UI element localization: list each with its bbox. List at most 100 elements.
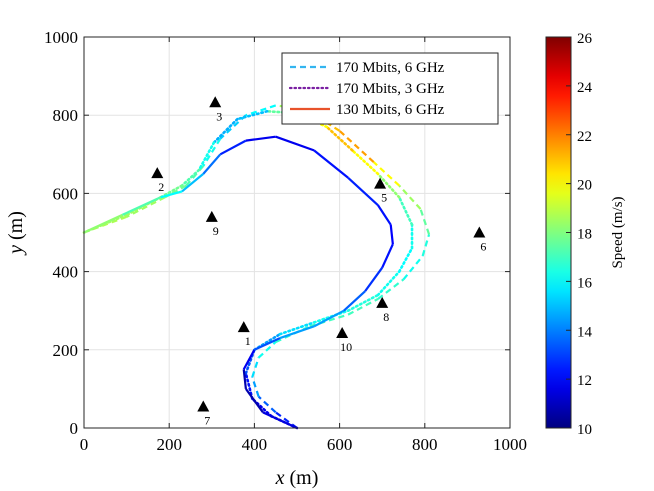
colorbar-tick-label: 22 xyxy=(577,129,592,145)
trajectory-segment xyxy=(181,173,204,193)
base-station-marker xyxy=(237,321,250,333)
x-axis-label: x (m) xyxy=(275,467,319,489)
trajectory-segment xyxy=(338,130,375,163)
plot-frame xyxy=(83,36,511,429)
legend-label: 170 Mbits, 6 GHz xyxy=(336,60,445,76)
y-axis-var: y xyxy=(5,245,27,256)
trajectory-segment xyxy=(180,168,201,187)
trajectory-segment xyxy=(197,141,216,172)
y-tick-label: 600 xyxy=(53,184,79,203)
trajectory-segment xyxy=(275,135,315,152)
trajectory-segment xyxy=(202,153,222,175)
y-tick-label: 400 xyxy=(53,263,79,282)
legend-label: 170 Mbits, 3 GHz xyxy=(336,81,445,97)
trajectory-segment xyxy=(402,255,424,281)
base-station-label: 7 xyxy=(204,413,210,427)
colorbar-tick-label: 24 xyxy=(577,80,593,96)
trajectory-segment xyxy=(242,349,256,370)
colorbar: 10 12 14 16 18 20 22 24 26 Speed (m/s) xyxy=(545,31,626,438)
base-station-marker xyxy=(374,177,387,189)
colorbar-label: Speed (m/s) xyxy=(610,196,626,268)
x-tick-label: 0 xyxy=(80,435,89,454)
trajectory-segment xyxy=(245,104,277,117)
trajectory-segment xyxy=(376,172,401,199)
x-tick-label: 200 xyxy=(156,435,182,454)
colorbar-tick-label: 18 xyxy=(577,227,592,243)
trajectory-segment xyxy=(242,369,247,390)
trajectory-segment xyxy=(347,176,379,206)
x-axis-unit: (m) xyxy=(290,467,319,489)
trajectory-segment xyxy=(83,213,123,234)
base-station-label: 5 xyxy=(381,191,387,205)
trajectory-segment xyxy=(313,149,349,179)
base-station-label: 10 xyxy=(340,340,352,354)
base-station-marker xyxy=(205,210,218,222)
colorbar-tick-label: 10 xyxy=(577,422,592,438)
trajectory-segment xyxy=(244,388,264,414)
trajectory-segment xyxy=(347,297,379,316)
trajectory-segment xyxy=(351,149,380,176)
trajectory-segment xyxy=(372,161,400,187)
trajectory-segment xyxy=(278,321,316,336)
axis-ticks: 0 200 400 600 800 1000 0 200 400 600 800 1000 xyxy=(44,28,527,454)
series-solid xyxy=(83,135,394,429)
trajectory-segment xyxy=(377,204,392,226)
trajectory-segment xyxy=(202,138,222,167)
colorbar-tick-label: 20 xyxy=(577,178,592,194)
trajectory-segment xyxy=(219,139,247,156)
trajectory-segment xyxy=(126,196,166,218)
base-station-label: 1 xyxy=(245,334,251,348)
trajectory-segment xyxy=(389,224,394,245)
trajectory-segment xyxy=(364,267,384,292)
colorbar-tick-label: 14 xyxy=(577,324,593,340)
trajectory-segment xyxy=(381,243,394,269)
trajectory-segment xyxy=(279,325,315,340)
trajectory-segment xyxy=(343,290,366,312)
x-axis-var: x xyxy=(275,467,285,489)
trajectory-segment xyxy=(309,313,349,328)
trajectory-segment xyxy=(377,278,405,300)
base-station-marker xyxy=(209,96,222,108)
base-station-marker xyxy=(376,296,389,308)
trajectory-segment xyxy=(325,125,354,152)
x-tick-label: 1000 xyxy=(493,435,527,454)
colorbar-tick-label: 16 xyxy=(577,275,593,291)
trajectory-segment xyxy=(236,109,269,121)
trajectory-segment xyxy=(245,135,276,142)
base-station-marker xyxy=(473,226,486,238)
legend-label: 130 Mbits, 6 GHz xyxy=(336,102,445,118)
trajectory-segment xyxy=(212,117,239,144)
colorbar-tick-label: 26 xyxy=(577,31,593,47)
x-tick-label: 400 xyxy=(242,435,268,454)
base-station-marker xyxy=(336,326,349,338)
trajectory-segment xyxy=(160,190,183,199)
y-tick-label: 800 xyxy=(53,106,79,125)
trajectory-segment xyxy=(253,337,281,351)
trajectory-segment xyxy=(313,309,345,328)
base-station-label: 6 xyxy=(480,240,486,254)
colorbar-tick-label: 12 xyxy=(577,373,592,389)
trajectory-segment xyxy=(121,196,162,216)
trajectory-segment xyxy=(185,165,205,187)
trajectory-segment xyxy=(251,357,260,378)
y-tick-label: 200 xyxy=(53,341,79,360)
trajectory-segment xyxy=(419,208,431,235)
base-station-marker xyxy=(197,400,210,412)
trajectory-segment xyxy=(346,293,380,313)
x-tick-label: 800 xyxy=(412,435,438,454)
trajectory-segment xyxy=(397,196,414,226)
trajectory-segment xyxy=(262,411,298,429)
y-tick-label: 1000 xyxy=(44,28,78,47)
trajectory-segment xyxy=(257,341,277,359)
trajectory-segment xyxy=(376,270,401,297)
trajectory-segment xyxy=(397,246,414,273)
y-axis-label: y (m) xyxy=(5,211,27,256)
legend: 170 Mbits, 6 GHz 170 Mbits, 3 GHz 130 Mbit… xyxy=(281,52,499,125)
y-axis-unit: (m) xyxy=(5,211,27,240)
base-station-label: 2 xyxy=(158,180,164,194)
trajectory-segment xyxy=(398,184,422,210)
trajectory-segment xyxy=(251,376,260,398)
base-station-label: 9 xyxy=(213,224,219,238)
base-station-label: 3 xyxy=(216,109,222,123)
